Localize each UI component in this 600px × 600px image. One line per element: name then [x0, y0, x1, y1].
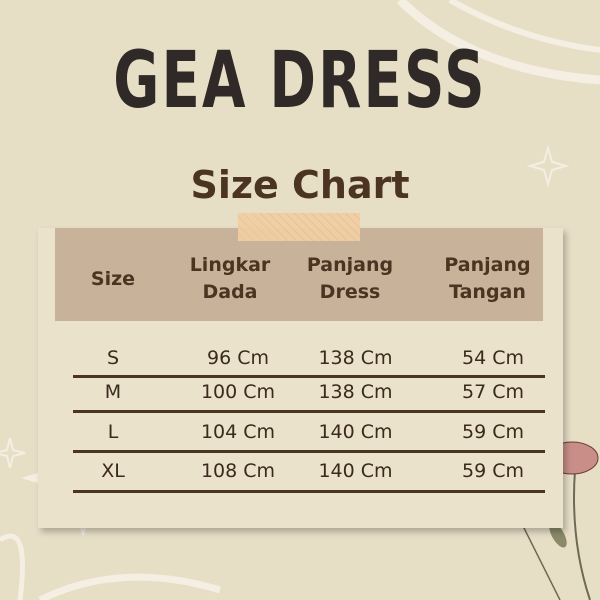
table-cell: S	[106, 347, 120, 369]
header-size: Size	[90, 268, 136, 290]
page-title: GEA DRESS	[113, 36, 487, 126]
table-cell: 104 Cm	[200, 421, 276, 443]
header-panjang-tangan: Panjang Tangan	[444, 254, 531, 303]
table-cell: 138 Cm	[318, 381, 393, 403]
table-cell: 59 Cm	[462, 421, 524, 443]
header-lingkar-dada: Lingkar Dada	[189, 254, 271, 303]
row-divider	[73, 410, 545, 413]
table-cell: 100 Cm	[200, 381, 276, 403]
table-cell: 108 Cm	[200, 460, 276, 482]
washi-tape	[238, 213, 360, 241]
table-cell: 138 Cm	[318, 347, 393, 369]
table-row: S 96 Cm 138 Cm 54 Cm	[73, 343, 545, 373]
row-divider	[73, 490, 545, 493]
table-row: XL 108 Cm 140 Cm 59 Cm	[73, 456, 545, 486]
header-panjang-dress: Panjang Dress	[306, 254, 394, 303]
table-cell: XL	[101, 460, 125, 482]
page-subtitle: Size Chart	[190, 163, 410, 207]
table-cell: 59 Cm	[462, 460, 524, 482]
table-header: Size Lingkar Dada Panjang Dress Panjang Tan…	[55, 228, 543, 321]
table-row: L 104 Cm 140 Cm 59 Cm	[73, 417, 545, 447]
sparkle-icon	[0, 437, 26, 469]
table-cell: 140 Cm	[318, 421, 393, 443]
table-cell: L	[107, 421, 119, 443]
sparkle-icon	[526, 144, 570, 188]
table-cell: M	[104, 381, 122, 403]
table-row: M 100 Cm 138 Cm 57 Cm	[73, 377, 545, 407]
row-divider	[73, 375, 545, 378]
table-cell: 54 Cm	[462, 347, 524, 369]
row-divider	[73, 450, 545, 453]
table-cell: 96 Cm	[207, 347, 269, 369]
table-cell: 57 Cm	[462, 381, 524, 403]
table-cell: 140 Cm	[318, 460, 393, 482]
